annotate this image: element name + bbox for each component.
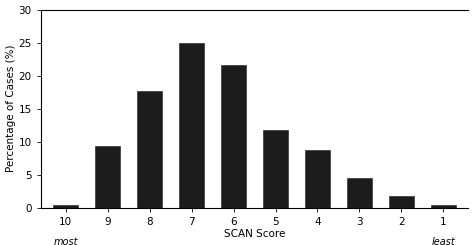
Text: most
esthetic: most esthetic bbox=[46, 237, 85, 245]
Bar bbox=[53, 205, 78, 208]
Bar bbox=[347, 178, 372, 208]
Bar bbox=[263, 130, 288, 208]
Bar bbox=[95, 146, 120, 208]
Bar bbox=[431, 205, 456, 208]
Bar bbox=[389, 196, 414, 208]
Bar bbox=[137, 91, 162, 208]
Bar bbox=[305, 149, 330, 208]
Text: least
esthetic: least esthetic bbox=[424, 237, 463, 245]
Bar bbox=[221, 65, 246, 208]
Bar bbox=[179, 43, 204, 208]
X-axis label: SCAN Score: SCAN Score bbox=[224, 230, 285, 239]
Y-axis label: Percentage of Cases (%): Percentage of Cases (%) bbox=[6, 45, 16, 172]
